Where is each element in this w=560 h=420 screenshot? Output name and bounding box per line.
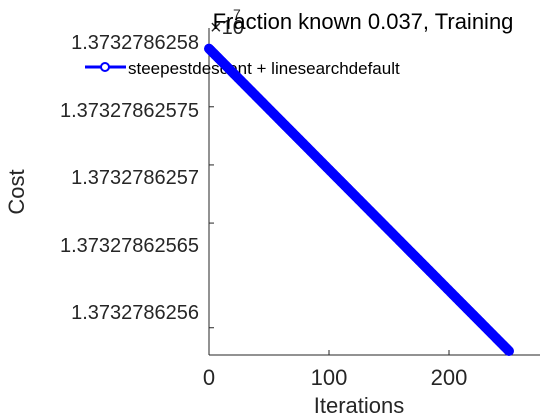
- data-point: [504, 346, 514, 356]
- y-axis-label: Cost: [4, 169, 29, 214]
- y-tick-label: 1.3732786257: [71, 167, 199, 189]
- data-point: [502, 344, 513, 355]
- y-tick-label: 1.3732786258: [71, 32, 199, 54]
- chart-title: Fraction known 0.037, Training: [213, 9, 514, 34]
- y-tick-label: 1.3732786256: [71, 302, 199, 324]
- plot-area: [204, 43, 514, 356]
- legend: steepestdescent + linesearchdefault: [85, 59, 400, 78]
- x-axis-label: Iterations: [314, 393, 405, 418]
- x-tick-label: 0: [203, 365, 215, 390]
- legend-marker-sample: [100, 62, 110, 72]
- y-exponent-power: 7: [233, 6, 241, 22]
- data-point: [501, 343, 512, 354]
- legend-entry-label: steepestdescent + linesearchdefault: [128, 59, 400, 78]
- x-tick-label: 200: [431, 365, 468, 390]
- x-tick-label: 100: [311, 365, 348, 390]
- y-tick-label: 1.37327862565: [60, 235, 199, 257]
- y-tick-label: 1.37327862575: [60, 100, 199, 122]
- y-exponent-label: ×10: [210, 17, 244, 39]
